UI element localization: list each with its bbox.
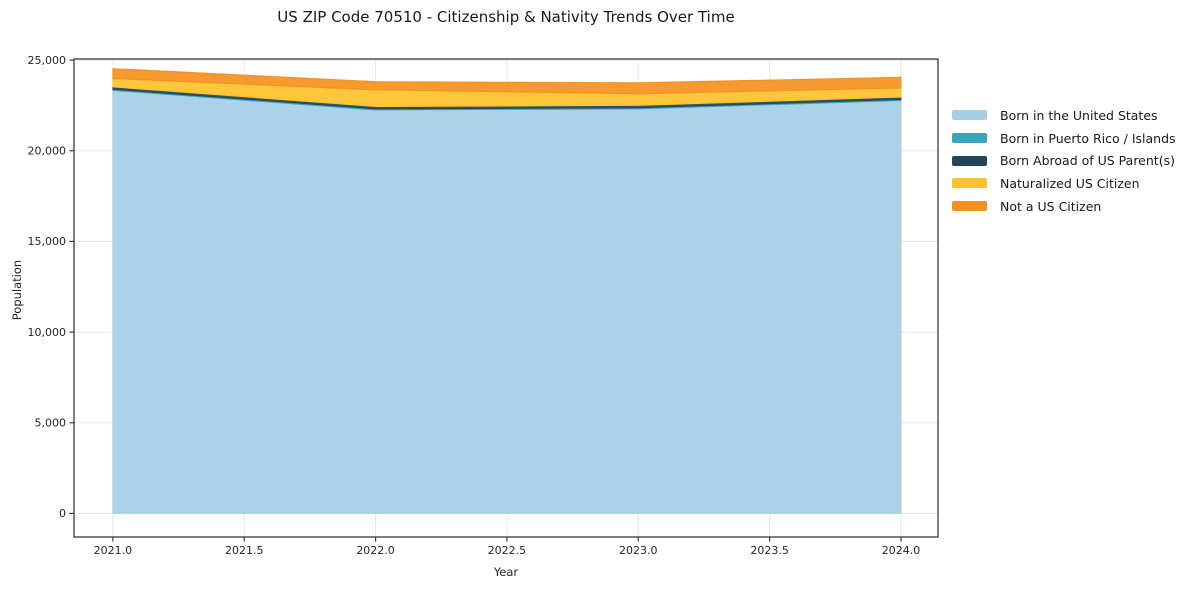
legend-swatch-icon [952,178,987,189]
legend-swatch-icon [952,110,987,121]
y-tick-label: 15,000 [28,235,67,248]
area-series-4 [112,68,902,95]
x-axis-label: Year [493,565,519,579]
legend-label: Born in the United States [1000,107,1158,123]
x-tick-label: 2021.5 [225,544,264,557]
legend: Born in the United States Born in Puerto… [952,104,1187,217]
x-tick-label: 2022.5 [488,544,527,557]
legend-label: Born Abroad of US Parent(s) [1000,153,1175,169]
x-tick-label: 2021.0 [94,544,133,557]
x-tick-label: 2022.0 [356,544,395,557]
legend-label: Born in Puerto Rico / Islands [1000,130,1176,146]
legend-item: Naturalized US Citizen [952,172,1187,195]
legend-item: Not a US Citizen [952,195,1187,218]
legend-swatch-icon [952,201,987,212]
legend-swatch-icon [952,155,987,166]
x-tick-label: 2023.0 [619,544,658,557]
x-tick-label: 2023.5 [750,544,789,557]
area-series-0 [112,89,902,514]
legend-item: Born Abroad of US Parent(s) [952,149,1187,172]
legend-item: Born in the United States [952,104,1187,127]
legend-item: Born in Puerto Rico / Islands [952,127,1187,150]
legend-label: Not a US Citizen [1000,198,1102,214]
plot-spines [73,58,939,538]
y-tick-label: 5,000 [35,417,67,430]
y-tick-label: 10,000 [28,326,67,339]
y-tick-label: 25,000 [28,54,67,67]
x-tick-label: 2024.0 [882,544,921,557]
legend-swatch-icon [952,133,987,144]
y-tick-label: 0 [59,507,66,520]
y-tick-label: 20,000 [28,145,67,158]
chart-title: US ZIP Code 70510 - Citizenship & Nativi… [277,8,735,26]
legend-label: Naturalized US Citizen [1000,175,1140,191]
